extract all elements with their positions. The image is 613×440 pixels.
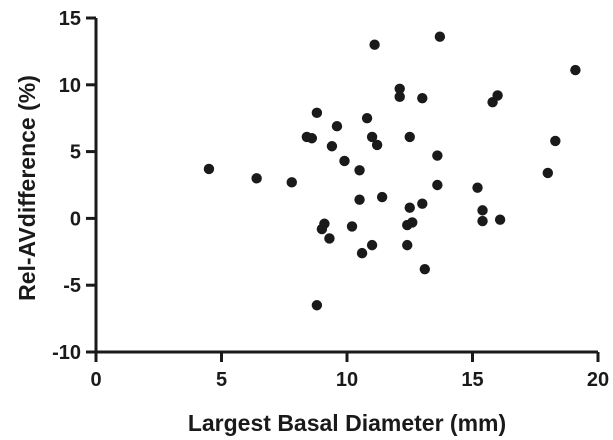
data-point	[354, 165, 365, 176]
data-points	[203, 31, 581, 311]
y-tick-label: -5	[63, 275, 81, 297]
data-point	[404, 131, 415, 143]
y-ticks: -10 -5 0 5 10 15	[52, 8, 96, 364]
data-point	[324, 233, 335, 244]
data-point	[366, 239, 378, 251]
x-tick-label: 0	[90, 369, 101, 391]
data-point	[331, 121, 343, 132]
y-tick-label: 15	[59, 8, 81, 30]
data-point	[366, 131, 378, 143]
y-tick-label: 5	[70, 142, 81, 164]
x-tick-label: 15	[461, 369, 483, 391]
y-axis-label: Rel-AVdifference (%)	[14, 75, 40, 301]
data-point	[369, 39, 380, 50]
data-point	[494, 214, 506, 225]
data-point	[319, 218, 330, 229]
data-point	[542, 167, 553, 179]
x-axis-label: Largest Basal Diameter (mm)	[188, 410, 506, 436]
data-point	[432, 179, 443, 191]
data-point	[251, 173, 262, 184]
data-point	[306, 133, 318, 144]
data-point	[404, 202, 415, 213]
data-point	[407, 217, 418, 228]
data-point	[311, 107, 323, 119]
data-point	[434, 31, 446, 42]
data-point	[371, 139, 383, 151]
x-tick-label: 20	[587, 369, 609, 391]
data-point	[394, 91, 405, 103]
data-point	[203, 163, 215, 175]
data-point	[361, 113, 373, 124]
y-tick-label: -10	[52, 342, 81, 364]
data-point	[492, 90, 503, 101]
data-point	[339, 155, 350, 167]
data-point	[356, 247, 368, 259]
data-point	[286, 177, 297, 188]
data-point	[477, 215, 488, 227]
data-point	[311, 300, 323, 311]
x-ticks: 0 5 10 15 20	[90, 352, 609, 391]
data-point	[472, 182, 483, 193]
data-point	[376, 191, 388, 203]
data-point	[570, 64, 581, 76]
x-tick-label: 10	[336, 369, 358, 391]
axes	[94, 18, 598, 354]
data-point	[354, 194, 365, 205]
data-point	[326, 141, 338, 152]
data-point	[346, 221, 358, 232]
y-tick-label: 10	[59, 75, 81, 97]
data-point	[394, 83, 405, 95]
data-point	[419, 263, 431, 275]
x-tick-label: 5	[216, 369, 227, 391]
data-point	[417, 198, 428, 209]
data-point	[477, 205, 488, 216]
data-point	[432, 150, 443, 161]
data-point	[417, 92, 428, 104]
y-tick-label: 0	[70, 208, 81, 230]
data-point	[402, 239, 413, 251]
data-point	[550, 135, 561, 147]
